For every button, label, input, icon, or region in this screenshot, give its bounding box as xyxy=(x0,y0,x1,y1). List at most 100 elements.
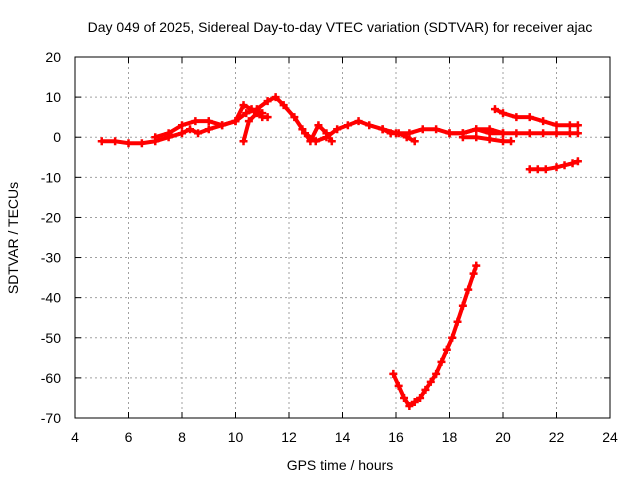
data-point xyxy=(394,129,403,138)
series-line xyxy=(391,263,479,408)
y-tick-label: -60 xyxy=(41,370,61,386)
data-point xyxy=(164,129,173,138)
data-point xyxy=(512,113,521,122)
series-track-b xyxy=(151,101,267,142)
data-point xyxy=(405,129,414,138)
data-point xyxy=(539,129,548,138)
data-point xyxy=(458,301,467,310)
data-point xyxy=(247,105,256,114)
data-point xyxy=(416,393,425,402)
data-point xyxy=(239,137,248,146)
data-point xyxy=(365,121,374,130)
data-point xyxy=(186,125,195,134)
data-point xyxy=(573,157,582,166)
data-series xyxy=(97,93,582,410)
data-point xyxy=(271,93,280,102)
data-point xyxy=(533,165,542,174)
data-point xyxy=(499,129,507,138)
data-point xyxy=(499,109,507,118)
series-track-i xyxy=(525,157,582,174)
data-point xyxy=(178,129,186,138)
series-track-g xyxy=(458,133,516,146)
data-point xyxy=(204,117,213,126)
data-point xyxy=(204,125,213,134)
data-point xyxy=(485,125,494,134)
data-point xyxy=(437,357,446,366)
data-point xyxy=(552,121,561,130)
data-point xyxy=(552,163,561,172)
data-point xyxy=(306,137,315,146)
x-tick-label: 4 xyxy=(71,429,79,445)
data-point xyxy=(472,133,481,142)
y-tick-label: -30 xyxy=(41,250,61,266)
x-tick-label: 24 xyxy=(602,429,618,445)
data-point xyxy=(525,113,534,122)
data-point xyxy=(485,135,494,144)
data-point xyxy=(442,345,451,354)
data-point xyxy=(290,113,299,122)
data-point xyxy=(137,139,146,148)
y-tick-label: -70 xyxy=(41,410,61,426)
data-point xyxy=(448,333,457,342)
data-point xyxy=(573,121,582,130)
data-point xyxy=(378,125,387,134)
axis-ticks: 4 6 8 10 12 14 16 18 20 22 24 -70 -60 -50 -40 -30 -20 -10… xyxy=(41,49,618,445)
data-point xyxy=(469,269,478,278)
series-track-f xyxy=(445,125,582,138)
data-point xyxy=(252,109,261,118)
data-point xyxy=(565,129,574,138)
data-point xyxy=(525,165,534,174)
data-point xyxy=(426,377,435,386)
grid xyxy=(75,57,610,418)
data-point xyxy=(244,117,253,126)
x-tick-label: 16 xyxy=(388,429,404,445)
x-tick-label: 8 xyxy=(178,429,186,445)
series-line xyxy=(153,103,265,140)
data-point xyxy=(194,129,203,138)
y-tick-label: -40 xyxy=(41,290,61,306)
data-point xyxy=(263,97,272,106)
data-point xyxy=(539,117,548,126)
series-track-e xyxy=(378,125,419,146)
x-tick-label: 20 xyxy=(495,429,511,445)
x-tick-label: 14 xyxy=(335,429,351,445)
x-tick-label: 12 xyxy=(281,429,297,445)
y-tick-label: -50 xyxy=(41,330,61,346)
series-track-h xyxy=(490,105,582,130)
x-tick-label: 22 xyxy=(549,429,565,445)
data-point xyxy=(97,137,106,146)
series-track-c xyxy=(239,109,272,146)
data-point xyxy=(400,393,409,402)
x-tick-label: 10 xyxy=(228,429,244,445)
data-point xyxy=(568,159,577,168)
data-point xyxy=(573,129,582,138)
y-tick-label: 0 xyxy=(53,129,61,145)
data-point xyxy=(507,137,516,146)
data-point xyxy=(565,121,574,130)
x-tick-label: 18 xyxy=(442,429,458,445)
data-point xyxy=(464,285,473,294)
series-line xyxy=(492,107,580,128)
data-point xyxy=(472,125,481,134)
data-point xyxy=(239,101,248,110)
data-point xyxy=(525,129,534,138)
data-point xyxy=(242,109,251,118)
data-point xyxy=(445,129,454,138)
data-point xyxy=(453,317,462,326)
data-point xyxy=(354,117,363,126)
data-point xyxy=(432,125,441,134)
y-tick-label: 10 xyxy=(45,89,61,105)
data-point xyxy=(178,121,186,130)
data-point xyxy=(421,385,430,394)
data-point xyxy=(279,101,288,110)
x-axis-title: GPS time / hours xyxy=(287,457,394,473)
y-tick-label: -20 xyxy=(41,209,61,225)
chart-title: Day 049 of 2025, Sidereal Day-to-day VTE… xyxy=(88,19,593,35)
data-point xyxy=(191,117,200,126)
data-point xyxy=(343,121,352,130)
series-track-j xyxy=(389,261,481,410)
data-point xyxy=(327,137,336,146)
series-track-a xyxy=(97,93,507,148)
data-point xyxy=(218,121,227,130)
